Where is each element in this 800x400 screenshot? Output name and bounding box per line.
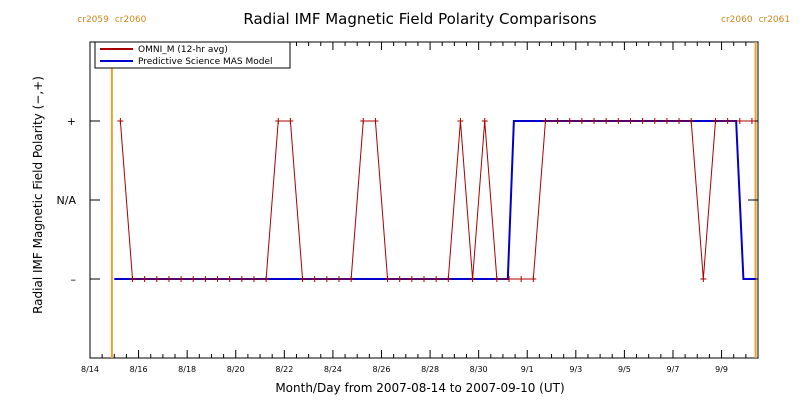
series-line-model [114, 120, 756, 280]
omni-point [348, 276, 355, 282]
series-layer [114, 118, 756, 282]
omni-point [627, 118, 634, 124]
omni-point [469, 276, 476, 282]
omni-point [335, 276, 342, 282]
legend: OMNI_M (12-hr avg) Predictive Science MA… [94, 41, 291, 69]
omni-point [591, 118, 598, 124]
omni-point [676, 118, 683, 124]
legend-box [94, 41, 291, 69]
omni-point [153, 276, 160, 282]
omni-point [554, 118, 561, 124]
y-axis-label: Radial IMF Magnetic Field Polarity (−,+) [31, 76, 45, 314]
omni-point [542, 118, 549, 124]
omni-point [202, 276, 209, 282]
omni-point [615, 118, 622, 124]
omni-point [493, 276, 500, 282]
chart-title: Radial IMF Magnetic Field Polarity Compa… [243, 10, 596, 28]
omni-point [178, 276, 185, 282]
omni-point [396, 276, 403, 282]
y-axis: + N/A – [57, 115, 758, 286]
omni-point [724, 118, 731, 124]
omni-point [384, 276, 391, 282]
carrington-lines [110, 42, 757, 358]
y-tick-label: + [67, 115, 76, 128]
legend-label-omni: OMNI_M (12-hr avg) [138, 45, 228, 55]
omni-point [651, 118, 658, 124]
omni-point [287, 118, 294, 124]
carrington-label-left: cr2059 [77, 15, 109, 25]
omni-point [311, 276, 318, 282]
omni-point [748, 118, 755, 124]
omni-point [603, 118, 610, 124]
x-tick-label: 8/14 [81, 365, 99, 374]
x-axis: 8/14 8/16 8/18 8/20 8/22 8/24 8/26 8/28 8/30 9/1 9… [81, 42, 759, 374]
x-tick-label: 9/7 [667, 365, 680, 374]
x-axis-label: Month/Day from 2007-08-14 to 2007-09-10 … [275, 381, 564, 395]
omni-point [299, 276, 306, 282]
omni-point [141, 276, 148, 282]
carrington-labels: cr2059 cr2060 cr2060 cr2061 [77, 15, 790, 25]
omni-point [688, 118, 695, 124]
omni-point [578, 118, 585, 124]
omni-point [457, 118, 464, 124]
x-tick-label: 9/9 [715, 365, 728, 374]
omni-point [445, 276, 452, 282]
omni-point [566, 118, 573, 124]
carrington-label-right: cr2061 [759, 15, 791, 25]
omni-point [421, 276, 427, 282]
omni-point [226, 276, 233, 282]
x-tick-label: 8/18 [178, 365, 196, 374]
carrington-label-right: cr2060 [115, 15, 147, 25]
omni-point [518, 276, 525, 282]
x-tick-label: 8/26 [373, 365, 391, 374]
omni-point [530, 276, 537, 282]
omni-point [250, 276, 257, 282]
omni-point [712, 118, 719, 124]
x-tick-label: 8/22 [275, 365, 293, 374]
omni-point [481, 118, 488, 124]
x-tick-label: 9/1 [521, 365, 534, 374]
x-tick-label: 8/20 [227, 365, 245, 374]
x-tick-label: 8/24 [324, 365, 342, 374]
carrington-label-left: cr2060 [721, 15, 753, 25]
omni-point [165, 276, 172, 282]
omni-point [129, 276, 136, 282]
x-tick-label: 9/3 [569, 365, 582, 374]
omni-point [323, 276, 330, 282]
x-tick-label: 8/28 [421, 365, 439, 374]
omni-point [736, 118, 743, 124]
x-tick-label: 9/5 [618, 365, 631, 374]
omni-point [117, 118, 124, 124]
omni-point [238, 276, 245, 282]
omni-point [663, 118, 670, 124]
omni-point [190, 276, 197, 282]
plot-frame [89, 41, 759, 359]
y-tick-label: – [71, 273, 77, 286]
x-tick-label: 8/30 [470, 365, 488, 374]
omni-point [360, 118, 367, 124]
omni-point [639, 118, 646, 124]
omni-point [214, 276, 221, 282]
x-tick-label: 8/16 [130, 365, 148, 374]
series-line-omni [119, 120, 752, 280]
omni-point [408, 276, 415, 282]
omni-point [433, 276, 440, 282]
y-tick-label: N/A [57, 194, 77, 207]
omni-point [700, 276, 707, 282]
legend-label-model: Predictive Science MAS Model [138, 57, 273, 67]
omni-point [372, 118, 379, 124]
omni-point [263, 276, 270, 282]
omni-point [506, 276, 513, 282]
omni-point [275, 118, 282, 124]
